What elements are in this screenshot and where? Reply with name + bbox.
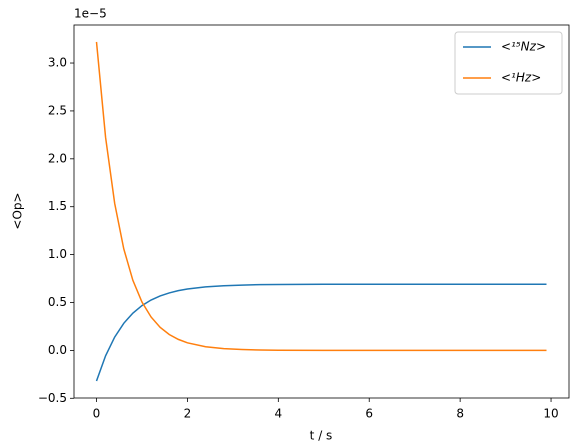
plot-frame [73, 24, 570, 399]
legend-label: <¹Hz> [501, 71, 541, 85]
series-line [95, 41, 547, 352]
y-tick-label: 0.5 [48, 295, 67, 309]
y-axis-label: <Op> [11, 192, 25, 229]
x-tick-label: 10 [543, 407, 558, 421]
y-tick-label: 0.0 [48, 343, 67, 357]
x-tick-label: 4 [274, 407, 282, 421]
y-offset-label: 1e−5 [74, 7, 107, 21]
y-tick-label: 3.0 [48, 56, 67, 70]
y-tick-label: 2.0 [48, 151, 67, 165]
x-tick-label: 6 [365, 407, 373, 421]
x-axis-label: t / s [310, 429, 333, 443]
legend-label: <¹⁵Nz> [501, 40, 546, 54]
y-tick-label: 2.5 [48, 103, 67, 117]
y-tick-label: 1.0 [48, 247, 67, 261]
y-tick-label: −0.5 [38, 391, 67, 405]
x-tick-label: 2 [184, 407, 192, 421]
x-tick-label: 8 [456, 407, 464, 421]
x-tick-label: 0 [93, 407, 101, 421]
y-tick-label: 1.5 [48, 199, 67, 213]
series-line [95, 283, 547, 382]
